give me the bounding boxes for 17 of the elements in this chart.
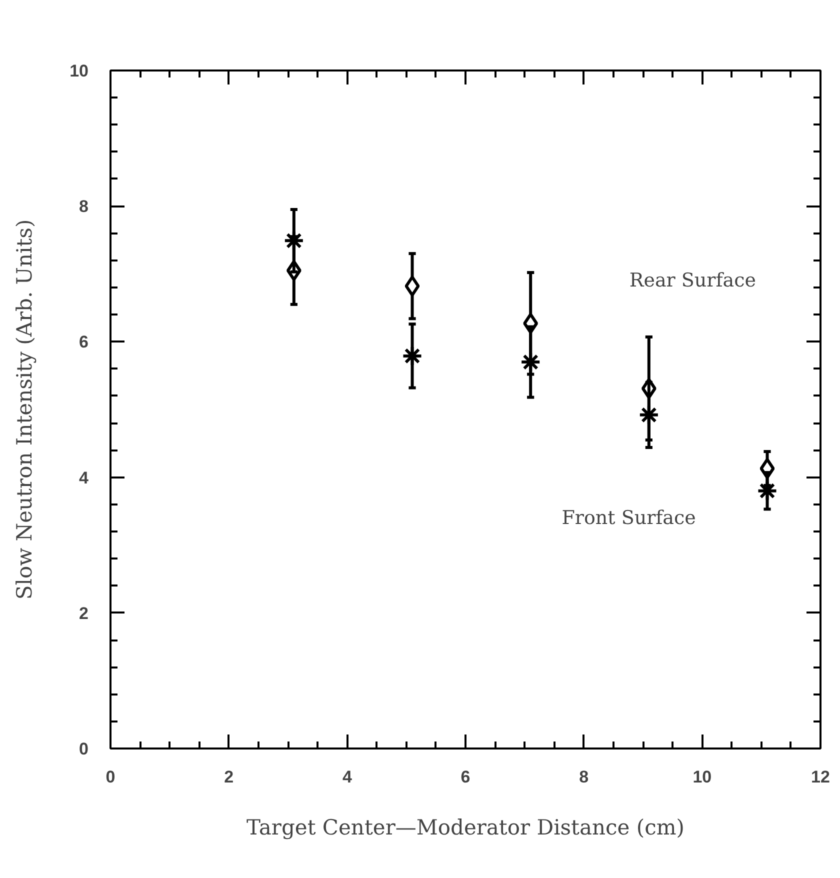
y-tick-label: 4	[79, 468, 90, 488]
y-tick-label: 0	[79, 740, 89, 758]
x-tick-label: 8	[579, 768, 589, 786]
y-tick-label: 2	[79, 604, 89, 623]
x-axis-title: Target Center—Moderator Distance (cm)	[246, 816, 684, 840]
x-tick-label: 6	[460, 768, 470, 786]
y-tick-label: 6	[79, 332, 89, 352]
x-tick-label: 0	[106, 768, 116, 786]
annotation: Rear Surface	[629, 270, 756, 292]
x-tick-label: 12	[811, 768, 830, 786]
annotation: Front Surface	[562, 506, 696, 529]
x-tick-label: 2	[224, 768, 234, 786]
x-tick-label: 4	[342, 768, 352, 786]
y-tick-label: 10	[70, 62, 89, 80]
y-tick-label: 8	[79, 197, 89, 216]
y-axis-title: Slow Neutron Intensity (Arb. Units)	[12, 219, 37, 600]
x-tick-label: 10	[692, 768, 712, 786]
